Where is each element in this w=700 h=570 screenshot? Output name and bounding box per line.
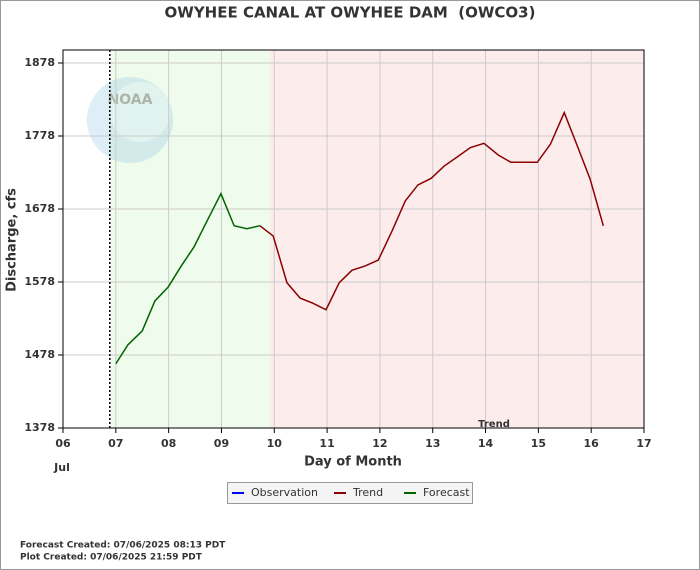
y-tick-label: 1678 xyxy=(24,202,55,215)
y-tick-label: 1478 xyxy=(24,348,55,361)
x-tick-label: 12 xyxy=(372,437,387,450)
x-tick-label: 09 xyxy=(214,437,229,450)
y-tick-label: 1578 xyxy=(24,275,55,288)
x-tick-label: 07 xyxy=(108,437,123,450)
footer-line: Forecast Created: 07/06/2025 08:13 PDT xyxy=(20,541,226,551)
series-line xyxy=(115,191,261,365)
footer-line: Plot Created: 07/06/2025 21:59 PDT xyxy=(20,553,203,563)
chart-title: OWYHEE CANAL AT OWYHEE DAM (OWCO3) xyxy=(165,4,536,22)
x-tick-label: 14 xyxy=(478,437,494,450)
noaa-logo: NOAA xyxy=(87,77,173,163)
y-axis-label: Discharge, cfs xyxy=(5,188,20,292)
plot-border xyxy=(62,49,645,429)
x-tick-label: 08 xyxy=(161,437,176,450)
x-tick-label: 11 xyxy=(319,437,334,450)
legend-label: Observation xyxy=(251,486,318,499)
legend-label: Forecast xyxy=(423,486,470,499)
forecast-shade xyxy=(109,50,271,428)
y-tick-label: 1878 xyxy=(24,56,55,69)
x-tick-label: 13 xyxy=(425,437,440,450)
legend-items: Observation Trend Forecast xyxy=(232,486,470,499)
legend xyxy=(227,482,473,504)
x-tick-label: 15 xyxy=(531,437,546,450)
svg-text:NOAA: NOAA xyxy=(108,92,153,108)
y-tick-label: 1778 xyxy=(24,129,55,142)
x-tick-label: 17 xyxy=(636,437,651,450)
x-sublabel: Jul xyxy=(53,461,70,474)
x-tick-label: 06 xyxy=(55,437,71,450)
x-tick-label: 16 xyxy=(584,437,600,450)
legend-label: Trend xyxy=(352,486,383,499)
y-tick-label: 1378 xyxy=(24,421,55,434)
trend-annotation: Trend xyxy=(478,419,510,430)
plot: 1378 1478 1578 1678 1778 1878 06 07 08 09 10 11 12 13… xyxy=(24,49,652,450)
x-axis-label: Day of Month xyxy=(304,455,402,470)
series-line xyxy=(259,110,605,311)
plot-background xyxy=(63,50,644,428)
trend-shade xyxy=(270,50,644,428)
x-tick-label: 10 xyxy=(267,437,283,450)
